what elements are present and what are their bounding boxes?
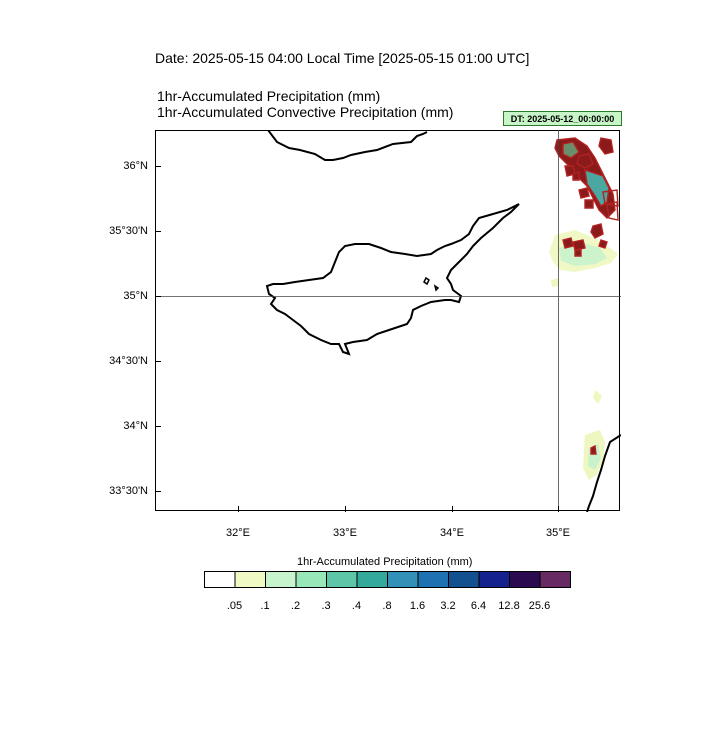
map-panel xyxy=(155,130,621,512)
colorbar-swatch xyxy=(295,571,327,588)
colorbar-swatch xyxy=(509,571,541,588)
date-line: Date: 2025-05-15 04:00 Local Time [2025-… xyxy=(155,50,530,66)
precip-title: 1hr-Accumulated Precipitation (mm) xyxy=(157,88,381,104)
colorbar-label: 1.6 xyxy=(409,600,426,612)
colorbar-swatch xyxy=(234,571,266,588)
colorbar-swatch xyxy=(539,571,571,588)
coastline xyxy=(265,130,621,512)
colorbar-label: .2 xyxy=(290,600,301,612)
colorbar-swatch xyxy=(448,571,480,588)
colorbar xyxy=(204,571,571,588)
lon-label-33e: 33°E xyxy=(333,527,357,539)
colorbar-label: 6.4 xyxy=(470,600,487,612)
colorbar-label: 12.8 xyxy=(498,600,520,612)
colorbar-swatch xyxy=(326,571,358,588)
convective-cells xyxy=(554,137,619,455)
colorbar-swatch xyxy=(265,571,297,588)
dt-badge: DT: 2025-05-12_00:00:00 xyxy=(503,111,622,126)
axis-ticks xyxy=(155,166,559,512)
colorbar-label: .3 xyxy=(321,600,331,612)
lat-label-35n: 35°N xyxy=(123,290,148,302)
colorbar-swatch xyxy=(356,571,388,588)
colorbar-swatch xyxy=(417,571,449,588)
colorbar-label: .4 xyxy=(351,600,362,612)
colorbar-label: 3.2 xyxy=(440,600,456,612)
colorbar-title: 1hr-Accumulated Precipitation (mm) xyxy=(297,556,473,568)
convective-precip-title: 1hr-Accumulated Convective Precipitation… xyxy=(157,104,454,120)
colorbar-swatch xyxy=(387,571,419,588)
lat-label-34n: 34°N xyxy=(123,420,148,432)
colorbar-label: 25.6 xyxy=(528,600,551,612)
colorbar-label: .8 xyxy=(382,600,392,612)
lon-label-32e: 32°E xyxy=(226,527,250,539)
colorbar-swatch xyxy=(204,571,236,588)
lon-label-35e: 35°E xyxy=(546,527,570,539)
colorbar-label: .1 xyxy=(260,600,270,612)
lat-label-35-30n: 35°30'N xyxy=(109,225,148,237)
map-frame xyxy=(155,130,620,511)
lat-label-33-30n: 33°30'N xyxy=(109,485,148,497)
colorbar-swatch xyxy=(478,571,510,588)
lat-label-34-30n: 34°30'N xyxy=(109,355,148,367)
lon-label-34e: 34°E xyxy=(440,527,464,539)
colorbar-label: .05 xyxy=(226,600,243,612)
islets xyxy=(423,276,440,292)
lat-label-36n: 36°N xyxy=(123,160,148,172)
